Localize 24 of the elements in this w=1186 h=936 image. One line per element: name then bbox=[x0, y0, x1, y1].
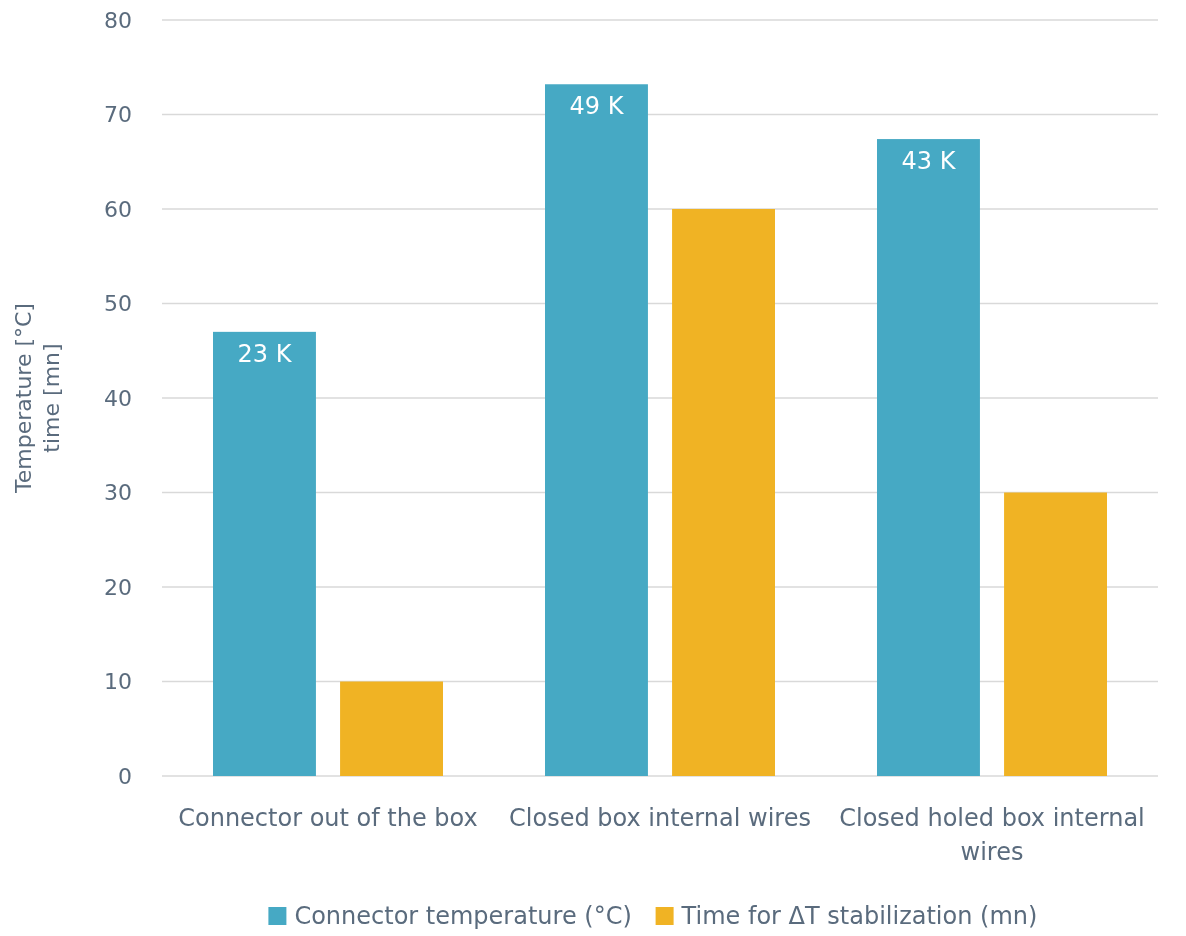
y-tick-label: 80 bbox=[104, 7, 132, 33]
annotation: 49 K bbox=[569, 92, 625, 121]
bar bbox=[213, 331, 316, 776]
y-tick-label: 0 bbox=[118, 763, 132, 789]
annotation: 43 K bbox=[901, 147, 957, 176]
y-tick-label: 50 bbox=[104, 291, 132, 317]
x-tick-label: Closed holed box internal wires bbox=[839, 804, 1145, 866]
y-axis-title: Temperature [°C] time [mn] bbox=[11, 303, 64, 494]
bar bbox=[340, 681, 443, 776]
y-tick-label: 20 bbox=[104, 574, 132, 600]
bar bbox=[1004, 492, 1107, 776]
y-tick-label: 60 bbox=[104, 196, 132, 222]
y-tick-label: 10 bbox=[104, 669, 132, 695]
x-tick-label: Connector out of the box bbox=[178, 804, 478, 832]
y-tick-label: 30 bbox=[104, 480, 132, 506]
legend-label: Connector temperature (°C) bbox=[294, 902, 632, 931]
bar bbox=[672, 209, 775, 776]
y-tick-label: 70 bbox=[104, 102, 132, 128]
x-tick-label: Closed box internal wires bbox=[509, 804, 811, 832]
bar bbox=[877, 139, 980, 776]
annotation: 23 K bbox=[237, 339, 293, 368]
bar bbox=[545, 84, 648, 776]
y-tick-label: 40 bbox=[104, 385, 132, 411]
legend-label: Time for ΔT stabilization (mn) bbox=[680, 902, 1038, 931]
